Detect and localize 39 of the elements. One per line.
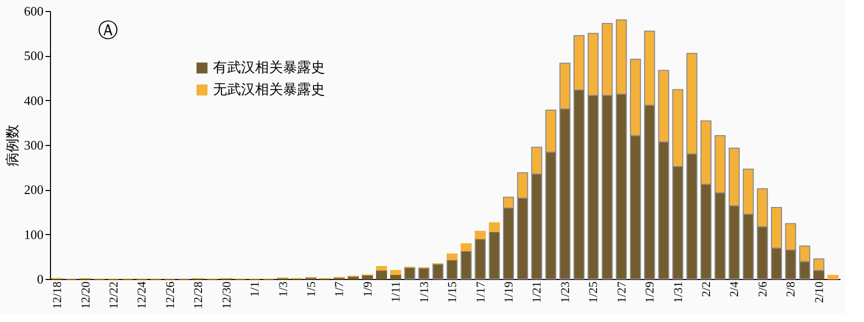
- x-tick-label: 1/13: [416, 282, 431, 303]
- x-tick-label: 12/22: [106, 282, 120, 309]
- legend-label: 无武汉相关暴露史: [213, 82, 325, 98]
- y-tick-label: 500: [24, 48, 44, 64]
- legend-label: 有武汉相关暴露史: [213, 60, 325, 76]
- x-tick-label: 1/17: [473, 282, 488, 303]
- y-tick-label: 300: [24, 138, 44, 152]
- annotation: Ⓐ: [98, 20, 118, 42]
- y-tick-label: 400: [24, 92, 44, 108]
- x-tick-label: 2/6: [755, 282, 770, 297]
- x-tick-label: 1/21: [530, 282, 544, 303]
- x-tick-label: 2/2: [698, 282, 713, 297]
- x-tick-label: 12/18: [50, 282, 64, 309]
- x-tick-label: 1/1: [248, 282, 262, 297]
- x-tick-label: 1/19: [501, 282, 516, 303]
- y-tick-label: 100: [24, 226, 44, 242]
- x-tick-label: 1/9: [360, 282, 374, 297]
- x-tick-label: 1/29: [642, 282, 657, 303]
- x-tick-label: 12/26: [162, 282, 177, 309]
- x-tick-label: 1/15: [445, 282, 460, 303]
- x-tick-label: 1/31: [670, 282, 685, 303]
- x-tick-label: 1/23: [558, 282, 572, 303]
- y-axis-title: 病例数: [5, 124, 21, 166]
- x-tick-label: 2/4: [727, 282, 742, 297]
- x-tick-label: 2/10: [812, 282, 826, 303]
- y-tick-label: 0: [37, 272, 44, 286]
- x-tick-label: 1/7: [332, 282, 346, 297]
- x-tick-label: 12/28: [191, 282, 206, 309]
- y-tick-label: 200: [24, 182, 44, 198]
- x-tick-label: 2/8: [784, 282, 798, 297]
- y-tick-label: 600: [24, 4, 44, 18]
- x-tick-label: 1/27: [614, 282, 628, 303]
- x-tick-label: 1/25: [586, 282, 600, 303]
- x-tick-label: 1/5: [304, 282, 318, 297]
- x-tick-label: 12/24: [134, 282, 149, 309]
- x-tick-label: 12/20: [78, 282, 92, 309]
- x-tick-label: 1/11: [388, 282, 403, 302]
- x-tick-label: 12/30: [219, 282, 234, 309]
- x-tick-label: 1/3: [276, 282, 290, 297]
